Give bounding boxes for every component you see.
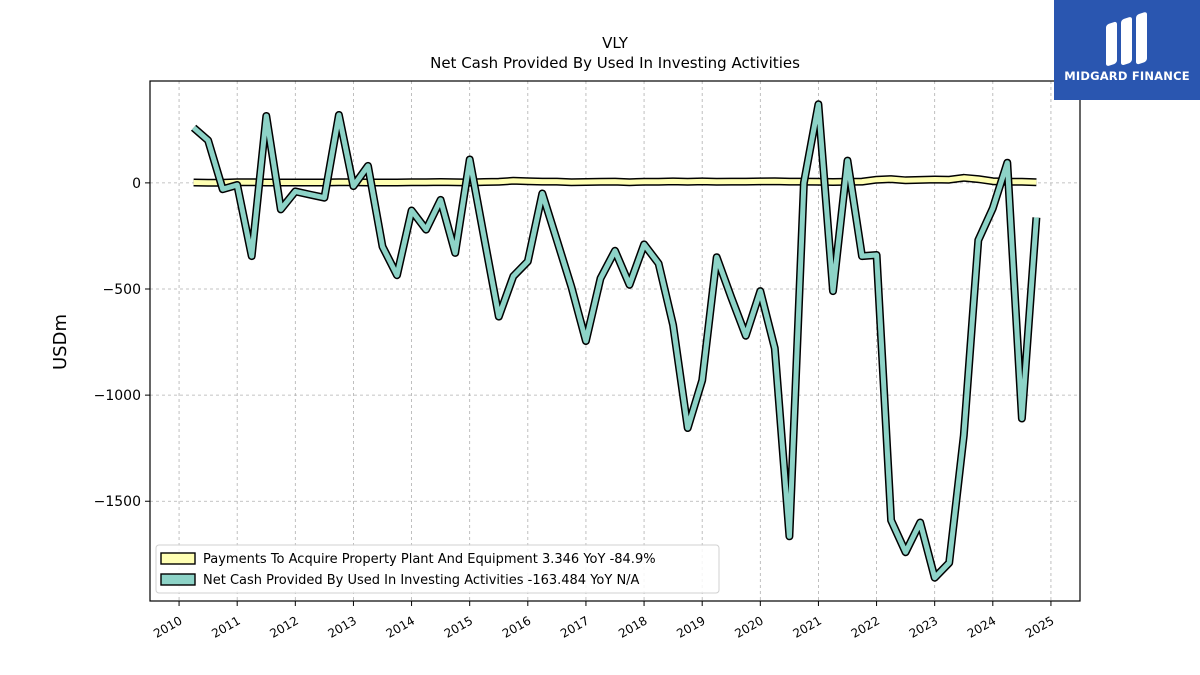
legend-swatch	[160, 552, 196, 565]
x-tick-label: 2022	[849, 613, 882, 640]
x-tick-label: 2023	[907, 613, 940, 640]
x-tick-label: 2020	[732, 613, 765, 640]
series-line-1	[191, 101, 1039, 581]
x-tick-label: 2016	[500, 613, 533, 640]
x-tick-label: 2013	[325, 613, 358, 640]
grid-lines	[150, 81, 1080, 601]
y-tick-label: −1000	[94, 388, 141, 404]
brand-name: MIDGARD FINANCE	[1064, 69, 1190, 83]
midgard-logo-icon	[1106, 12, 1147, 66]
x-axis: 2010 2011 2012 2013 2014 2015 2016 2017 2018 2019…	[151, 601, 1056, 641]
x-tick-label: 2011	[209, 613, 242, 640]
x-tick-label: 2014	[384, 613, 417, 640]
x-tick-label: 2010	[151, 613, 184, 640]
legend-label: Net Cash Provided By Used In Investing A…	[203, 573, 640, 588]
legend-box	[155, 544, 720, 594]
y-tick-label: −1500	[94, 494, 141, 510]
legend-label: Payments To Acquire Property Plant And E…	[203, 552, 656, 567]
chart-subtitle: Net Cash Provided By Used In Investing A…	[430, 54, 800, 72]
x-tick-label: 2024	[965, 613, 998, 640]
y-tick-label: −500	[103, 282, 141, 298]
brand-logo: MIDGARD FINANCE	[1054, 0, 1200, 100]
chart-title: VLY	[602, 34, 629, 52]
y-tick-label: 0	[132, 176, 141, 192]
y-axis: −1500 −1000 −500 0	[94, 176, 150, 510]
plot-frame	[149, 80, 1081, 602]
x-tick-label: 2025	[1023, 613, 1056, 640]
series-layer	[190, 100, 1041, 582]
series-line-0	[193, 175, 1037, 186]
x-tick-label: 2012	[267, 613, 300, 640]
series-outline-1	[190, 100, 1041, 582]
legend: Payments To Acquire Property Plant And E…	[155, 544, 720, 594]
x-tick-label: 2019	[674, 613, 707, 640]
x-tick-label: 2017	[558, 613, 591, 640]
legend-swatch	[160, 573, 196, 586]
x-tick-label: 2015	[442, 613, 475, 640]
x-tick-label: 2018	[616, 613, 649, 640]
x-tick-label: 2021	[790, 613, 823, 640]
y-axis-label: USDm	[50, 314, 71, 370]
